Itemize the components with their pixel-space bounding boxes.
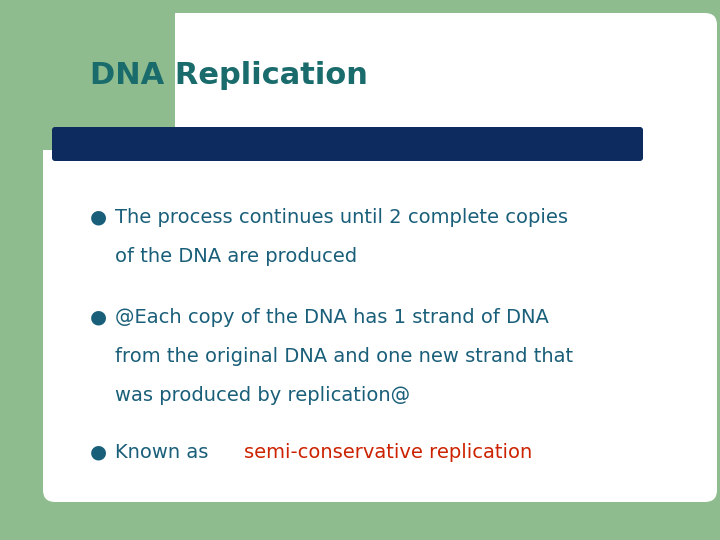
Text: @Each copy of the DNA has 1 strand of DNA: @Each copy of the DNA has 1 strand of DN… bbox=[115, 308, 549, 327]
Text: semi-conservative replication: semi-conservative replication bbox=[243, 443, 532, 462]
Text: of the DNA are produced: of the DNA are produced bbox=[115, 247, 357, 266]
FancyBboxPatch shape bbox=[43, 13, 717, 502]
FancyBboxPatch shape bbox=[52, 127, 643, 161]
Text: ●: ● bbox=[90, 443, 107, 462]
Text: was produced by replication@: was produced by replication@ bbox=[115, 386, 410, 404]
Text: from the original DNA and one new strand that: from the original DNA and one new strand… bbox=[115, 347, 573, 366]
Bar bbox=[0, 0, 175, 150]
Text: ●: ● bbox=[90, 308, 107, 327]
Text: ●: ● bbox=[90, 208, 107, 227]
Text: DNA Replication: DNA Replication bbox=[90, 61, 368, 90]
Text: The process continues until 2 complete copies: The process continues until 2 complete c… bbox=[115, 208, 568, 227]
Text: Known as: Known as bbox=[115, 443, 215, 462]
